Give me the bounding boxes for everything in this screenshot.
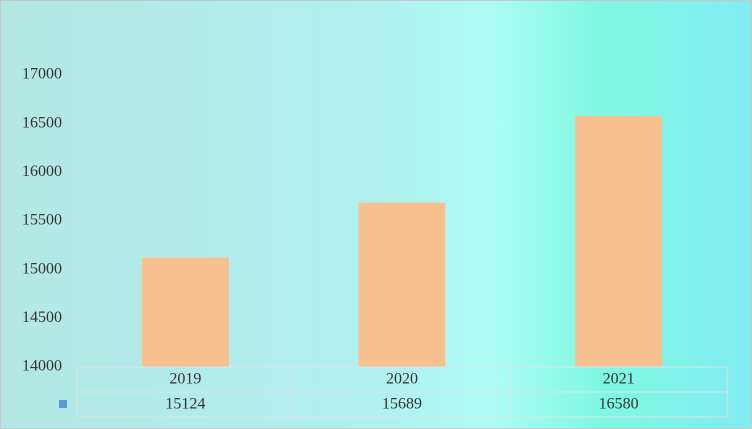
table-value: 16580 [599,396,639,413]
y-tick-label: 16000 [22,163,62,180]
legend-key [59,400,67,408]
x-tick-label: 2019 [169,371,201,388]
bar [358,202,446,367]
y-tick-label: 15500 [22,212,62,229]
x-tick-label: 2021 [603,371,635,388]
y-tick-label: 14500 [22,309,62,326]
bar [575,115,663,367]
bar [141,257,229,367]
y-tick-label: 15000 [22,260,62,277]
x-tick-label: 2020 [386,371,418,388]
table-value: 15124 [165,396,205,413]
y-tick-label: 14000 [22,358,62,375]
y-tick-label: 17000 [22,66,62,83]
y-tick-label: 16500 [22,114,62,131]
table-value: 15689 [382,396,422,413]
